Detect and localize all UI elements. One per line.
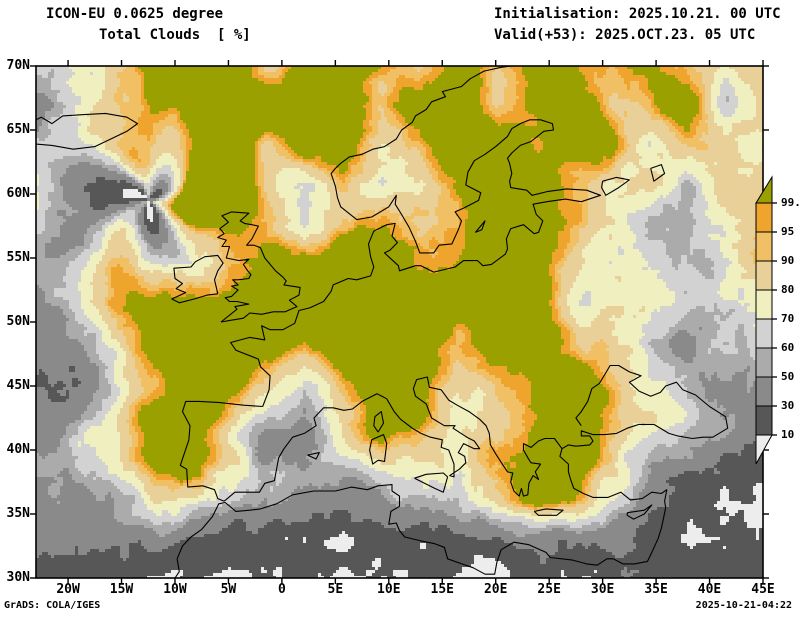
lat-tick-label: 45N <box>6 378 30 393</box>
lat-tick-label: 35N <box>6 506 30 521</box>
lon-tick-label: 40E <box>697 582 722 597</box>
lat-tick-label: 40N <box>6 442 30 457</box>
grads-credit: GrADS: COLA/IGES <box>4 600 101 611</box>
colorbar-tick-label: 95 <box>781 225 795 238</box>
colorbar-tick-label: 80 <box>781 283 795 296</box>
cloud-cover-field <box>36 66 763 578</box>
lon-tick-label: 0 <box>277 582 286 597</box>
colorbar-tick-label: 99.5 <box>781 196 800 209</box>
colorbar-tick-label: 50 <box>781 370 795 383</box>
lon-tick-label: 45E <box>751 582 775 597</box>
lat-tick-label: 70N <box>6 58 30 73</box>
model-title: ICON-EU 0.0625 degree <box>46 6 224 22</box>
lat-tick-label: 60N <box>6 186 30 201</box>
field-title: Total Clouds [ %] <box>99 27 251 43</box>
lat-tick-label: 50N <box>6 314 30 329</box>
lon-tick-label: 5E <box>327 582 344 597</box>
colorbar-tick-label: 90 <box>781 254 795 267</box>
creation-timestamp: 2025-10-21-04:22 <box>695 600 792 611</box>
initialisation-time: Initialisation: 2025.10.21. 00 UTC <box>494 6 781 22</box>
valid-time: Valid(+53): 2025.OCT.23. 05 UTC <box>494 27 756 43</box>
lon-tick-label: 10E <box>377 582 401 597</box>
lat-tick-label: 55N <box>6 250 30 265</box>
lon-tick-label: 15E <box>430 582 454 597</box>
lon-tick-label: 30E <box>590 582 615 597</box>
lon-tick-label: 20W <box>56 582 80 597</box>
lat-tick-label: 30N <box>6 570 30 585</box>
colorbar-tick-label: 30 <box>781 399 795 412</box>
lon-tick-label: 20E <box>483 582 508 597</box>
colorbar-tick-label: 60 <box>781 341 795 354</box>
colorbar-tick-label: 10 <box>781 428 795 441</box>
lon-tick-label: 15W <box>109 582 134 597</box>
lon-tick-label: 5W <box>220 582 237 597</box>
lon-tick-label: 25E <box>537 582 561 597</box>
lon-tick-label: 35E <box>644 582 668 597</box>
lat-tick-label: 65N <box>6 122 30 137</box>
colorbar-tick-label: 70 <box>781 312 795 325</box>
lon-tick-label: 10W <box>163 582 187 597</box>
